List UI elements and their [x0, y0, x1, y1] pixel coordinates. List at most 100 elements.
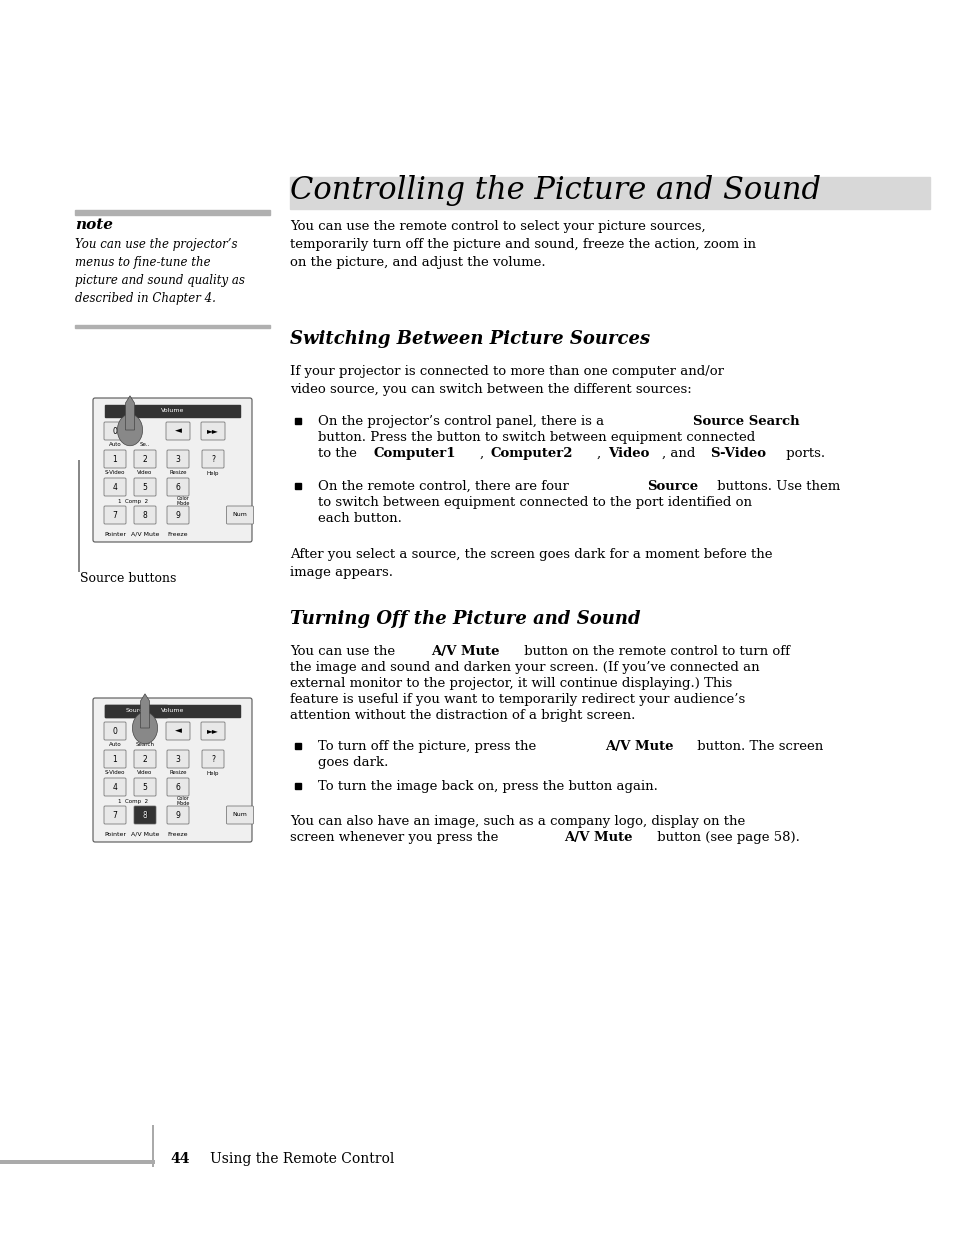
Text: Auto: Auto: [109, 742, 121, 747]
FancyBboxPatch shape: [133, 778, 156, 797]
Text: Source Search: Source Search: [692, 415, 799, 429]
FancyBboxPatch shape: [201, 722, 225, 740]
Text: ◄: ◄: [174, 726, 181, 736]
Text: Source: Source: [125, 709, 147, 714]
Text: ◄: ◄: [174, 426, 181, 436]
Text: note: note: [75, 219, 112, 232]
Text: Help: Help: [207, 771, 219, 776]
Text: 6: 6: [175, 783, 180, 792]
Text: button. The screen: button. The screen: [693, 740, 822, 753]
Text: Freeze: Freeze: [168, 532, 188, 537]
Text: 1  Comp  2: 1 Comp 2: [118, 799, 148, 804]
Text: 8: 8: [142, 810, 148, 820]
Text: ►►: ►►: [207, 426, 218, 436]
Text: Volume: Volume: [161, 709, 184, 714]
FancyBboxPatch shape: [104, 750, 126, 768]
Bar: [0, 1160, 154, 1165]
Text: 7: 7: [112, 510, 117, 520]
Text: button (see page 58).: button (see page 58).: [652, 831, 799, 844]
Bar: [294, 743, 301, 748]
Text: 4: 4: [112, 483, 117, 492]
Text: ,: ,: [479, 447, 488, 459]
FancyBboxPatch shape: [92, 698, 252, 842]
Text: Source buttons: Source buttons: [80, 572, 176, 585]
Text: ports.: ports.: [781, 447, 824, 459]
FancyBboxPatch shape: [167, 450, 189, 468]
Text: 9: 9: [175, 810, 180, 820]
Text: Switching Between Picture Sources: Switching Between Picture Sources: [290, 330, 649, 348]
Text: button on the remote control to turn off: button on the remote control to turn off: [519, 645, 789, 658]
Text: A/V Mute: A/V Mute: [604, 740, 673, 753]
FancyBboxPatch shape: [166, 722, 190, 740]
Text: 44: 44: [170, 1152, 190, 1166]
Text: S-Video: S-Video: [105, 771, 125, 776]
Text: to the: to the: [317, 447, 361, 459]
Text: Volume: Volume: [161, 409, 184, 414]
Text: Num: Num: [233, 513, 247, 517]
Text: 1  Comp  2: 1 Comp 2: [118, 499, 148, 504]
Text: buttons. Use them: buttons. Use them: [713, 480, 840, 493]
Text: 0: 0: [112, 726, 117, 736]
Bar: [290, 177, 929, 209]
Ellipse shape: [132, 713, 157, 743]
Text: On the remote control, there are four: On the remote control, there are four: [317, 480, 573, 493]
Text: 9: 9: [175, 510, 180, 520]
FancyBboxPatch shape: [104, 422, 126, 440]
Text: ?: ?: [211, 454, 214, 463]
FancyBboxPatch shape: [166, 422, 190, 440]
Text: 2: 2: [143, 755, 147, 763]
FancyBboxPatch shape: [133, 506, 156, 524]
Text: to switch between equipment connected to the port identified on: to switch between equipment connected to…: [317, 496, 751, 509]
Bar: [75, 210, 270, 215]
Text: To turn off the picture, press the: To turn off the picture, press the: [317, 740, 540, 753]
Text: goes dark.: goes dark.: [317, 756, 388, 769]
Text: 5: 5: [142, 483, 148, 492]
FancyBboxPatch shape: [167, 750, 189, 768]
Text: Se..: Se..: [140, 442, 150, 447]
Text: ,: ,: [597, 447, 605, 459]
Bar: [105, 705, 168, 718]
Text: Resize: Resize: [169, 471, 187, 475]
FancyBboxPatch shape: [104, 478, 126, 496]
Text: S-Video: S-Video: [709, 447, 765, 459]
Text: Source: Source: [646, 480, 698, 493]
Text: A/V Mute: A/V Mute: [564, 831, 632, 844]
FancyBboxPatch shape: [202, 450, 224, 468]
FancyBboxPatch shape: [133, 750, 156, 768]
Text: Video: Video: [137, 771, 152, 776]
Text: Resize: Resize: [169, 771, 187, 776]
Text: 3: 3: [175, 454, 180, 463]
Text: 4: 4: [112, 783, 117, 792]
Text: A/V Mute: A/V Mute: [431, 645, 499, 658]
Text: external monitor to the projector, it will continue displaying.) This: external monitor to the projector, it wi…: [290, 677, 732, 690]
FancyBboxPatch shape: [104, 506, 126, 524]
Text: To turn the image back on, press the button again.: To turn the image back on, press the but…: [317, 781, 658, 793]
Text: Computer1: Computer1: [374, 447, 456, 459]
Text: You can also have an image, such as a company logo, display on the: You can also have an image, such as a co…: [290, 815, 744, 827]
Text: 2: 2: [143, 454, 147, 463]
Bar: [78, 459, 80, 572]
FancyBboxPatch shape: [104, 806, 126, 824]
Bar: [294, 417, 301, 424]
Text: 6: 6: [175, 483, 180, 492]
Text: , and: , and: [660, 447, 699, 459]
FancyBboxPatch shape: [133, 478, 156, 496]
Bar: [294, 783, 301, 789]
Ellipse shape: [117, 414, 142, 446]
Text: 5: 5: [142, 783, 148, 792]
Text: Freeze: Freeze: [168, 832, 188, 837]
Text: Pointer: Pointer: [104, 532, 126, 537]
Text: Using the Remote Control: Using the Remote Control: [210, 1152, 394, 1166]
Text: Pointer: Pointer: [104, 832, 126, 837]
Text: After you select a source, the screen goes dark for a moment before the
image ap: After you select a source, the screen go…: [290, 548, 772, 579]
Bar: [75, 325, 270, 329]
Text: 0: 0: [112, 426, 117, 436]
Text: 8: 8: [143, 510, 147, 520]
Text: Search: Search: [135, 742, 154, 747]
Text: ►►: ►►: [207, 726, 218, 736]
Text: 1: 1: [112, 454, 117, 463]
Text: button. Press the button to switch between equipment connected: button. Press the button to switch betwe…: [317, 431, 755, 445]
Text: feature is useful if you want to temporarily redirect your audience’s: feature is useful if you want to tempora…: [290, 693, 744, 706]
FancyBboxPatch shape: [202, 750, 224, 768]
Text: attention without the distraction of a bright screen.: attention without the distraction of a b…: [290, 709, 635, 722]
